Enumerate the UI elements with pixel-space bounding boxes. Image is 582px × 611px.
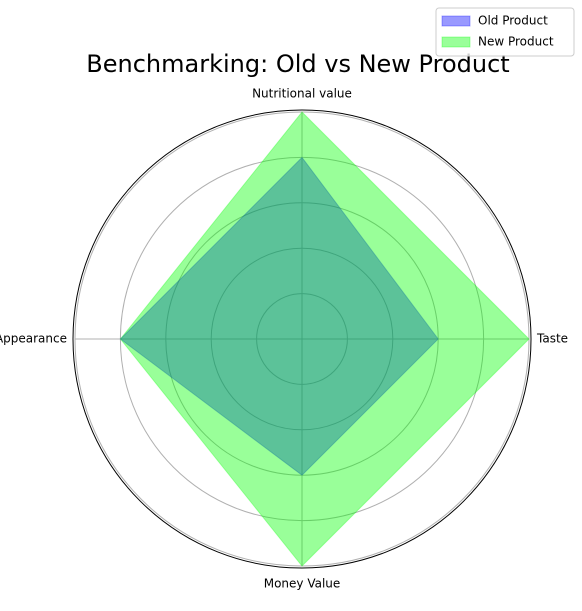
axis-label: Taste [536,332,568,346]
axis-label: Money Value [264,577,341,591]
series-area [119,111,530,567]
legend-swatch [441,15,471,27]
legend-label: New Product [478,35,554,49]
legend-frame [435,7,575,57]
polar-frame [72,109,532,569]
legend: Old Product New Product [435,7,575,57]
axis-label: Appearance [0,332,67,346]
legend-swatch [441,36,471,48]
series-area [119,156,439,476]
axis-label: Nutritional value [252,87,352,101]
legend-label: Old Product [478,14,548,28]
